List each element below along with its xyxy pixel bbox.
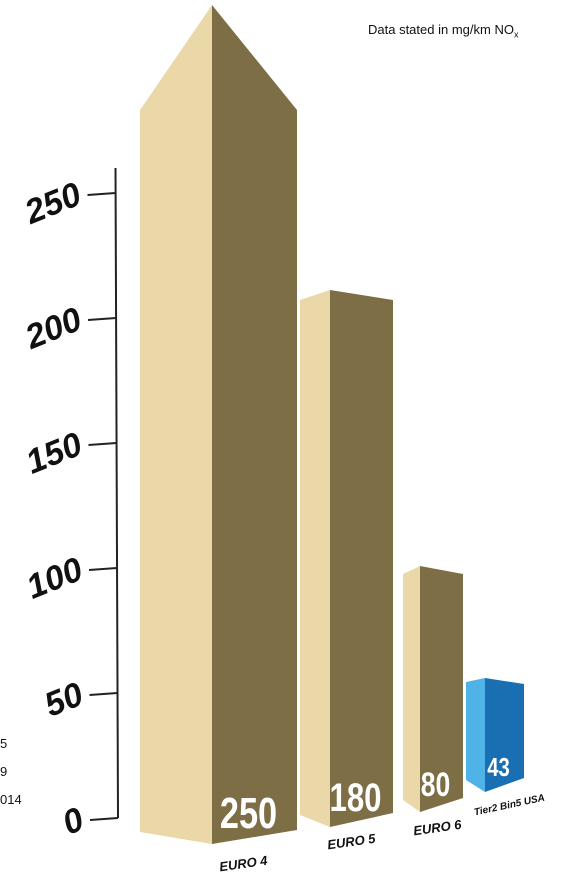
y-tick-label: 200 [19,300,87,357]
y-tick-label: 0 [57,800,89,842]
y-tick-label: 150 [21,425,88,482]
unit-note-text: Data stated in mg/km NO [368,22,514,37]
bar [485,678,524,792]
x-category-label: EURO 6 [412,817,463,839]
bar [420,566,463,812]
bar-side-face [140,5,212,844]
x-category-label: EURO 5 [326,831,377,853]
bar-value-label: 250 [220,789,277,838]
x-category-label: EURO 4 [218,853,269,875]
y-axis-tick [88,442,117,446]
bar-value-label: 80 [421,766,451,804]
unit-note: Data stated in mg/km NOx [368,22,518,40]
cropped-text-fragment: 014 [0,792,22,807]
x-category-label: Tier2 Bin5 USA [473,793,546,819]
unit-note-subscript: x [513,29,519,40]
y-axis-line [114,167,119,819]
cropped-text-fragment: 5 [0,736,8,751]
bar [330,290,393,827]
bar [212,5,297,844]
bar-side-face [300,290,330,827]
y-axis-tick [89,817,119,821]
bar-side-face [403,566,420,812]
y-axis-tick [88,567,118,571]
y-axis-tick [87,192,116,196]
y-axis-tick [89,692,118,696]
bar-value-label: 43 [487,753,510,782]
y-tick-label: 100 [21,550,88,607]
y-axis-tick [87,317,117,321]
bar-side-face [466,678,485,792]
cropped-text-fragment: 9 [0,764,8,779]
bar-value-label: 180 [329,775,381,820]
y-tick-label: 50 [39,675,88,724]
y-tick-label: 250 [19,175,87,232]
